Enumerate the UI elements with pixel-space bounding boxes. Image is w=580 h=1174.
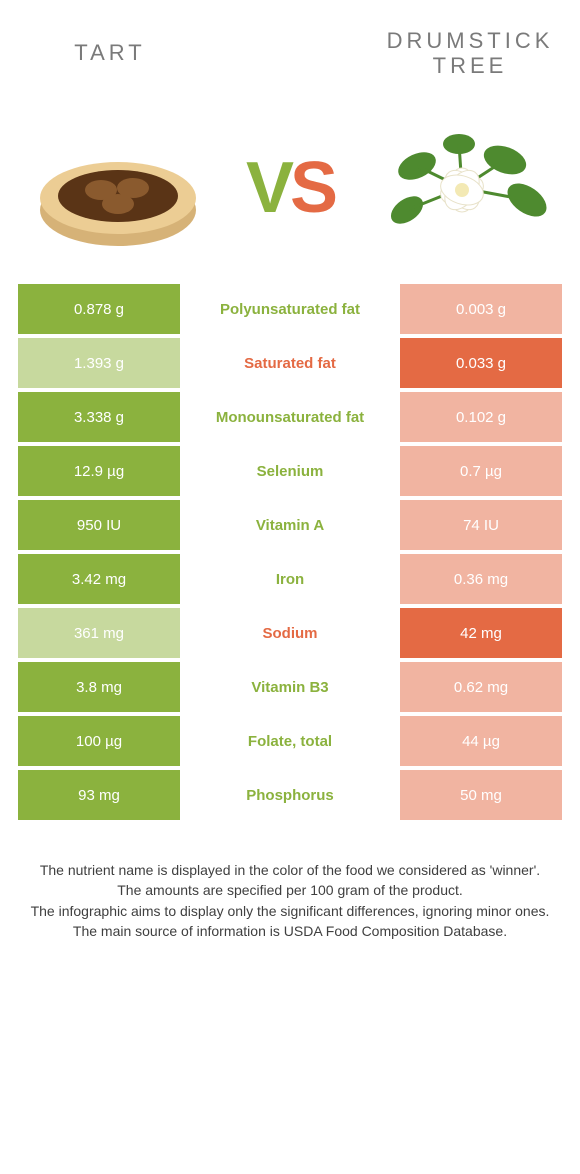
right-value: 50 mg	[400, 770, 562, 820]
left-value: 3.42 mg	[18, 554, 180, 604]
vs-s: S	[290, 148, 334, 228]
nutrient-label: Selenium	[180, 446, 400, 496]
left-value: 3.8 mg	[18, 662, 180, 712]
right-value: 0.102 g	[400, 392, 562, 442]
left-value: 3.338 g	[18, 392, 180, 442]
nutrient-label: Sodium	[180, 608, 400, 658]
right-food-title: Drumstick tree	[360, 28, 580, 79]
note-line-4: The main source of information is USDA F…	[22, 921, 558, 941]
nutrient-label: Phosphorus	[180, 770, 400, 820]
right-value: 0.7 µg	[400, 446, 562, 496]
left-value: 93 mg	[18, 770, 180, 820]
right-value: 0.62 mg	[400, 662, 562, 712]
right-food-image	[372, 118, 552, 258]
left-value: 0.878 g	[18, 284, 180, 334]
vs-v: V	[246, 148, 290, 228]
note-line-1: The nutrient name is displayed in the co…	[22, 860, 558, 880]
nutrient-table: 0.878 gPolyunsaturated fat0.003 g1.393 g…	[18, 284, 562, 820]
note-line-2: The amounts are specified per 100 gram o…	[22, 880, 558, 900]
nutrient-label: Folate, total	[180, 716, 400, 766]
left-value: 100 µg	[18, 716, 180, 766]
note-line-3: The infographic aims to display only the…	[22, 901, 558, 921]
left-value: 12.9 µg	[18, 446, 180, 496]
table-row: 1.393 gSaturated fat0.033 g	[18, 338, 562, 388]
vs-label: VS	[220, 152, 360, 224]
nutrient-label: Vitamin B3	[180, 662, 400, 712]
left-value: 361 mg	[18, 608, 180, 658]
table-row: 3.338 gMonounsaturated fat0.102 g	[18, 392, 562, 442]
table-row: 12.9 µgSelenium0.7 µg	[18, 446, 562, 496]
table-row: 950 IUVitamin A74 IU	[18, 500, 562, 550]
hero-row: VS	[0, 98, 580, 278]
nutrient-label: Iron	[180, 554, 400, 604]
nutrient-label: Saturated fat	[180, 338, 400, 388]
left-food-title: Tart	[0, 40, 220, 65]
table-row: 361 mgSodium42 mg	[18, 608, 562, 658]
right-value: 44 µg	[400, 716, 562, 766]
table-row: 93 mgPhosphorus50 mg	[18, 770, 562, 820]
right-value: 0.36 mg	[400, 554, 562, 604]
footer-notes: The nutrient name is displayed in the co…	[22, 860, 558, 941]
right-value: 42 mg	[400, 608, 562, 658]
table-row: 0.878 gPolyunsaturated fat0.003 g	[18, 284, 562, 334]
left-value: 1.393 g	[18, 338, 180, 388]
table-row: 3.42 mgIron0.36 mg	[18, 554, 562, 604]
right-value: 0.033 g	[400, 338, 562, 388]
title-row: Tart Drumstick tree	[0, 0, 580, 98]
left-value: 950 IU	[18, 500, 180, 550]
nutrient-label: Vitamin A	[180, 500, 400, 550]
left-food-image	[28, 118, 208, 258]
nutrient-label: Polyunsaturated fat	[180, 284, 400, 334]
table-row: 3.8 mgVitamin B30.62 mg	[18, 662, 562, 712]
infographic-page: Tart Drumstick tree VS	[0, 0, 580, 941]
nutrient-label: Monounsaturated fat	[180, 392, 400, 442]
table-row: 100 µgFolate, total44 µg	[18, 716, 562, 766]
right-value: 74 IU	[400, 500, 562, 550]
right-value: 0.003 g	[400, 284, 562, 334]
